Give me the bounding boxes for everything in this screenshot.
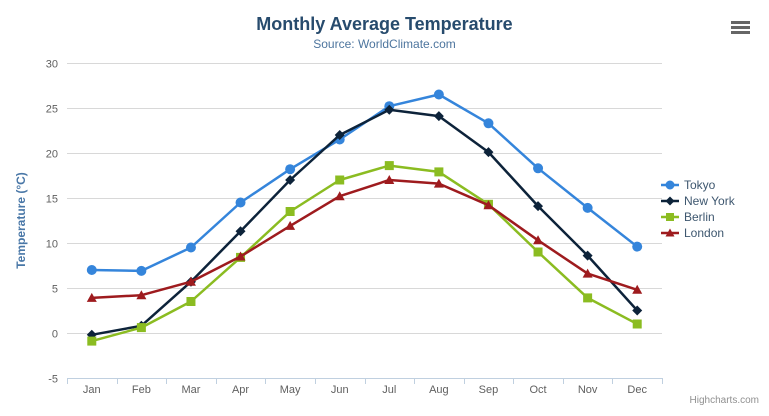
y-axis-tick-label: 10	[46, 239, 58, 251]
data-point-tokyo-dec[interactable]	[632, 241, 643, 252]
triangle-marker-icon	[665, 228, 675, 237]
data-point-berlin-feb[interactable]	[136, 323, 146, 333]
hamburger-bar	[731, 26, 750, 29]
data-point-berlin-jul[interactable]	[384, 161, 394, 171]
x-axis-tick-label: Feb	[132, 384, 151, 396]
series-new-york	[86, 104, 643, 340]
data-point-london-mar[interactable]	[185, 276, 196, 286]
data-point-london-jun[interactable]	[334, 191, 345, 201]
y-axis-tick-label: 20	[46, 149, 58, 161]
legend-item-berlin[interactable]: Berlin	[660, 209, 735, 225]
data-point-berlin-nov[interactable]	[583, 293, 593, 303]
x-axis-tick-label: Apr	[232, 384, 249, 396]
data-point-new-york-may[interactable]	[285, 175, 296, 185]
data-point-berlin-aug[interactable]	[434, 167, 444, 177]
data-point-tokyo-aug[interactable]	[433, 89, 444, 100]
data-point-tokyo-apr[interactable]	[235, 197, 246, 208]
data-point-tokyo-nov[interactable]	[582, 202, 593, 213]
data-point-berlin-dec[interactable]	[632, 319, 642, 329]
legend-marker-icon	[661, 180, 679, 190]
y-axis-tick-label: 30	[46, 59, 58, 71]
x-axis-tick-label: Jan	[83, 384, 101, 396]
x-axis-tick-label: Jul	[382, 384, 396, 396]
legend-marker-icon	[661, 228, 679, 237]
y-axis-tick-label: -5	[48, 374, 58, 386]
series-tokyo	[86, 89, 643, 276]
series-line-london[interactable]	[90, 178, 639, 300]
data-point-new-york-nov[interactable]	[582, 250, 593, 261]
data-point-london-jul[interactable]	[384, 175, 395, 184]
legend-label: London	[684, 226, 725, 240]
data-point-new-york-aug[interactable]	[433, 111, 444, 122]
x-axis-tick-label: May	[280, 384, 301, 396]
data-point-tokyo-may[interactable]	[285, 164, 296, 175]
square-marker-icon	[666, 213, 674, 221]
data-point-new-york-jul[interactable]	[384, 104, 395, 115]
data-point-tokyo-mar[interactable]	[185, 242, 196, 253]
hamburger-bar	[731, 21, 750, 24]
data-point-london-aug[interactable]	[433, 178, 444, 188]
x-axis-tick-label: Mar	[181, 384, 200, 396]
data-point-london-sep[interactable]	[483, 200, 494, 210]
x-axis-tick-label: Sep	[479, 384, 499, 396]
y-axis-tick-label: 25	[46, 104, 58, 116]
legend-label: Tokyo	[684, 178, 716, 192]
data-point-london-dec[interactable]	[632, 284, 643, 294]
series-london	[86, 175, 643, 302]
legend-item-london[interactable]: London	[660, 225, 735, 241]
diamond-marker-icon	[665, 196, 675, 206]
data-point-tokyo-jan[interactable]	[86, 265, 97, 275]
data-point-london-feb[interactable]	[136, 290, 147, 300]
legend-item-tokyo[interactable]: Tokyo	[660, 177, 735, 193]
data-point-london-jan[interactable]	[86, 292, 97, 302]
chart-title: Monthly Average Temperature	[256, 14, 513, 34]
y-axis-tick-label: 5	[52, 284, 58, 296]
data-point-tokyo-feb[interactable]	[136, 265, 147, 276]
series-line-new-york[interactable]	[90, 108, 639, 337]
data-point-berlin-jun[interactable]	[335, 175, 345, 185]
data-point-new-york-sep[interactable]	[483, 147, 494, 158]
data-point-new-york-dec[interactable]	[632, 305, 643, 316]
data-point-berlin-mar[interactable]	[186, 297, 196, 306]
data-point-berlin-may[interactable]	[285, 207, 295, 216]
data-point-berlin-oct[interactable]	[533, 247, 543, 257]
legend-marker-icon	[661, 196, 679, 206]
x-axis-tick-label: Nov	[578, 384, 598, 396]
data-point-tokyo-oct[interactable]	[533, 163, 544, 174]
y-axis-tick-label: 15	[46, 194, 58, 206]
data-point-tokyo-sep[interactable]	[483, 118, 494, 129]
chart-subtitle: Source: WorldClimate.com	[313, 37, 456, 51]
credits-link[interactable]: Highcharts.com	[689, 395, 759, 406]
data-point-london-nov[interactable]	[582, 268, 593, 278]
legend-item-new-york[interactable]: New York	[660, 193, 735, 209]
x-axis-tick-label: Dec	[627, 384, 647, 396]
data-point-london-oct[interactable]	[533, 235, 544, 245]
hamburger-icon[interactable]	[731, 21, 750, 34]
data-point-berlin-jan[interactable]	[87, 336, 97, 346]
y-axis-tick-label: 0	[52, 329, 58, 341]
x-axis-tick-label: Oct	[529, 384, 546, 396]
x-axis-tick-label: Jun	[331, 384, 349, 396]
legend-label: Berlin	[684, 210, 715, 224]
series-line-tokyo[interactable]	[90, 93, 639, 273]
data-point-london-apr[interactable]	[235, 251, 246, 261]
legend: Tokyo New York Berlin London	[660, 177, 735, 241]
legend-label: New York	[684, 194, 735, 208]
data-point-new-york-apr[interactable]	[235, 226, 246, 237]
y-axis-title: Temperature (°C)	[14, 172, 28, 269]
legend-marker-icon	[661, 213, 679, 221]
data-point-new-york-oct[interactable]	[533, 201, 544, 212]
data-point-new-york-jun[interactable]	[334, 130, 345, 140]
data-point-london-may[interactable]	[285, 220, 296, 230]
series-line-berlin[interactable]	[90, 164, 639, 343]
circle-marker-icon	[665, 180, 675, 190]
x-axis-tick-label: Aug	[429, 384, 449, 396]
hamburger-bar	[731, 31, 750, 34]
